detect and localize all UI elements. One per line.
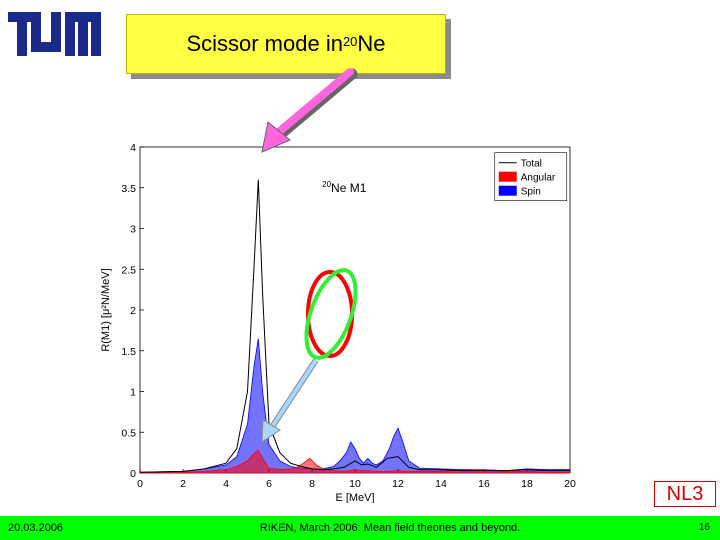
y-tick-label: 2 — [130, 305, 136, 317]
page-number: 16 — [698, 522, 710, 533]
x-tick-label: 6 — [266, 478, 272, 490]
legend-label-total: Total — [521, 159, 542, 170]
footer-bar — [0, 516, 720, 540]
x-tick-label: 18 — [521, 478, 533, 490]
chart-annotation: 20Ne M1 — [322, 180, 367, 195]
y-tick-label: 4 — [130, 142, 136, 154]
plot-frame — [139, 146, 571, 474]
annotation-superscript: 20 — [322, 180, 331, 189]
x-tick-label: 8 — [309, 478, 315, 490]
m1-strength-chart: 0 2 4 6 8 10 12 14 16 18 20 0 0.5 1 1.5 2 2.5 3 3.5 4 E [MeV… — [100, 142, 576, 503]
y-tick-label: 0.5 — [121, 427, 136, 439]
x-axis-label: E [MeV] — [335, 492, 374, 503]
legend-swatch-angular — [498, 171, 517, 182]
footer-date: 20.03.2006 — [8, 522, 64, 534]
nl3-label: NL3 — [654, 481, 716, 507]
x-tick-label: 0 — [137, 478, 143, 490]
y-tick-label: 1.5 — [121, 346, 136, 358]
x-tick-label: 10 — [349, 478, 361, 490]
x-tick-label: 12 — [392, 478, 404, 490]
y-tick-label: 0 — [130, 468, 136, 480]
y-tick-label: 2.5 — [121, 264, 136, 276]
legend-label-spin: Spin — [521, 187, 541, 198]
y-tick-label: 1 — [130, 387, 136, 399]
title-prefix: Scissor mode in — [186, 31, 343, 56]
title-suffix: Ne — [357, 31, 386, 56]
title-superscript: 20 — [342, 33, 358, 49]
y-tick-label: 3 — [130, 224, 136, 236]
y-axis-label: R(M1) [μ²N/MeV] — [100, 268, 112, 351]
x-tick-label: 4 — [223, 478, 229, 490]
annotation-text: Ne M1 — [331, 181, 367, 195]
legend-swatch-spin — [498, 185, 517, 196]
angular-area — [139, 449, 571, 474]
x-tick-label: 20 — [564, 478, 576, 490]
tum-logo — [8, 12, 101, 56]
legend-label-angular: Angular — [521, 173, 556, 184]
total-line — [139, 179, 570, 473]
slide-title: Scissor mode in 20 Ne — [126, 14, 446, 74]
x-tick-label: 14 — [435, 478, 447, 490]
x-tick-label: 2 — [180, 478, 186, 490]
x-tick-label: 16 — [478, 478, 490, 490]
footer-caption: RIKEN, March 2006: Mean field theories a… — [259, 522, 521, 534]
y-tick-label: 3.5 — [121, 183, 136, 195]
